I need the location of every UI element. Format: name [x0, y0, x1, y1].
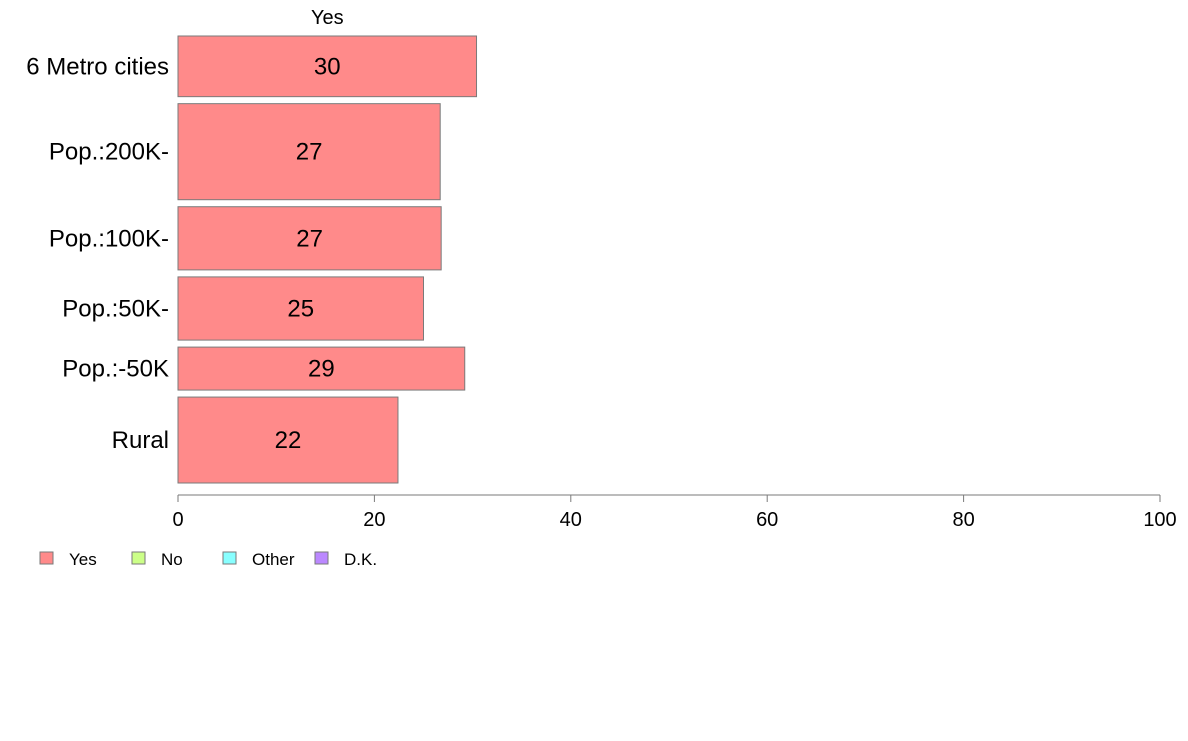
- bar-value-label: 30: [314, 53, 341, 80]
- legend-swatch-no: [131, 551, 146, 565]
- bar-yes-5: [177, 396, 399, 484]
- bar-value-label: 25: [287, 295, 314, 322]
- bar-value-label: 27: [296, 225, 323, 252]
- bar-yes-3: [177, 276, 424, 341]
- x-tick-label: 80: [952, 509, 974, 531]
- bar-value-label: 27: [296, 139, 323, 166]
- x-tick-label: 60: [756, 509, 778, 531]
- category-label: 6 Metro cities: [26, 53, 169, 80]
- x-tick-label: 20: [363, 509, 385, 531]
- x-tick-label: 40: [560, 509, 582, 531]
- bar-value-label: 29: [308, 356, 335, 383]
- legend-swatch-d-k-: [314, 551, 329, 565]
- category-label: Rural: [112, 427, 169, 454]
- category-label: Pop.:100K-: [49, 225, 169, 252]
- legend-label: D.K.: [344, 550, 377, 569]
- bar-value-label: 22: [275, 427, 302, 454]
- category-labels: 6 Metro cities Pop.:200K- Pop.:100K- Pop.:5…: [26, 53, 169, 454]
- legend-label: No: [161, 550, 183, 569]
- bars-group: 30 27 27 25 29 22: [177, 35, 478, 484]
- legend-swatch-other: [222, 551, 237, 565]
- segment-title: Yes: [311, 7, 344, 29]
- category-label: Pop.:50K-: [62, 295, 169, 322]
- legend: Yes No Other D.K.: [39, 550, 377, 569]
- legend-swatch-yes: [39, 551, 54, 565]
- x-tick-label: 100: [1143, 509, 1176, 531]
- legend-label: Other: [252, 550, 295, 569]
- x-tick-label: 0: [172, 509, 183, 531]
- category-label: Pop.:200K-: [49, 139, 169, 166]
- category-label: Pop.:-50K: [62, 356, 169, 383]
- bar-yes-2: [177, 206, 442, 271]
- legend-label: Yes: [69, 550, 97, 569]
- bar-yes-4: [177, 346, 466, 391]
- bar-yes-0: [177, 35, 478, 98]
- x-axis: 0 20 40 60 80 100: [172, 494, 1177, 531]
- bar-yes-1: [177, 103, 441, 201]
